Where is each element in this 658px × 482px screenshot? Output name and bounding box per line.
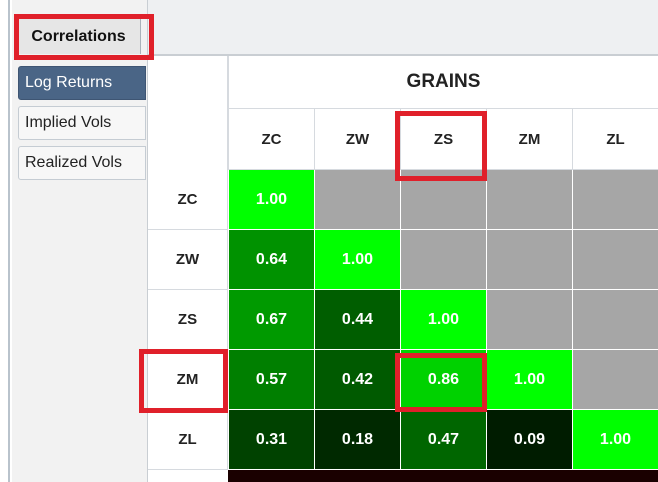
cell-zm-zl[interactable]: [572, 350, 658, 410]
row-header-zs[interactable]: ZS: [148, 290, 228, 350]
group-header: GRAINS: [228, 56, 658, 109]
cell-zl-zm[interactable]: 0.09: [486, 410, 572, 470]
tab-correlations[interactable]: Correlations: [16, 18, 141, 54]
cell-zl-zw[interactable]: 0.18: [314, 410, 400, 470]
row-header-zm[interactable]: ZM: [148, 350, 228, 410]
window-left-border: [8, 0, 10, 482]
cell-zm-zc[interactable]: 0.57: [228, 350, 314, 410]
row-header-zc[interactable]: ZC: [148, 170, 228, 230]
cell-zm-zw[interactable]: 0.42: [314, 350, 400, 410]
column-header-zc[interactable]: ZC: [228, 109, 314, 170]
cell-zl-zc[interactable]: 0.31: [228, 410, 314, 470]
cell-zw-zm[interactable]: [486, 230, 572, 290]
side-tab-log-returns[interactable]: Log Returns: [18, 66, 146, 100]
cell-zs-zw[interactable]: 0.44: [314, 290, 400, 350]
cell-zw-zl[interactable]: [572, 230, 658, 290]
cell-zs-zc[interactable]: 0.67: [228, 290, 314, 350]
column-header-zl[interactable]: ZL: [572, 109, 658, 170]
cell-zs-zl[interactable]: [572, 290, 658, 350]
cell-zc-zc[interactable]: 1.00: [228, 170, 314, 230]
cell-zl-zl[interactable]: 1.00: [572, 410, 658, 470]
cell-zl-zs[interactable]: 0.47: [400, 410, 486, 470]
cell-zm-zs[interactable]: 0.86: [400, 350, 486, 410]
cell-zc-zw[interactable]: [314, 170, 400, 230]
top-strip: [148, 0, 658, 56]
cell-zw-zs[interactable]: [400, 230, 486, 290]
column-header-zw[interactable]: ZW: [314, 109, 400, 170]
side-tab-implied-vols[interactable]: Implied Vols: [18, 106, 146, 140]
cell-zc-zl[interactable]: [572, 170, 658, 230]
row-header-zl[interactable]: ZL: [148, 410, 228, 470]
column-header-zm[interactable]: ZM: [486, 109, 572, 170]
cell-zs-zs[interactable]: 1.00: [400, 290, 486, 350]
next-row-partial: [228, 470, 658, 482]
cell-zw-zc[interactable]: 0.64: [228, 230, 314, 290]
cell-zc-zm[interactable]: [486, 170, 572, 230]
cell-zc-zs[interactable]: [400, 170, 486, 230]
cell-zs-zm[interactable]: [486, 290, 572, 350]
column-header-zs[interactable]: ZS: [400, 109, 486, 170]
cell-zm-zm[interactable]: 1.00: [486, 350, 572, 410]
matrix-corner: [148, 56, 228, 170]
row-header-zw[interactable]: ZW: [148, 230, 228, 290]
cell-zw-zw[interactable]: 1.00: [314, 230, 400, 290]
side-tab-realized-vols[interactable]: Realized Vols: [18, 146, 146, 180]
